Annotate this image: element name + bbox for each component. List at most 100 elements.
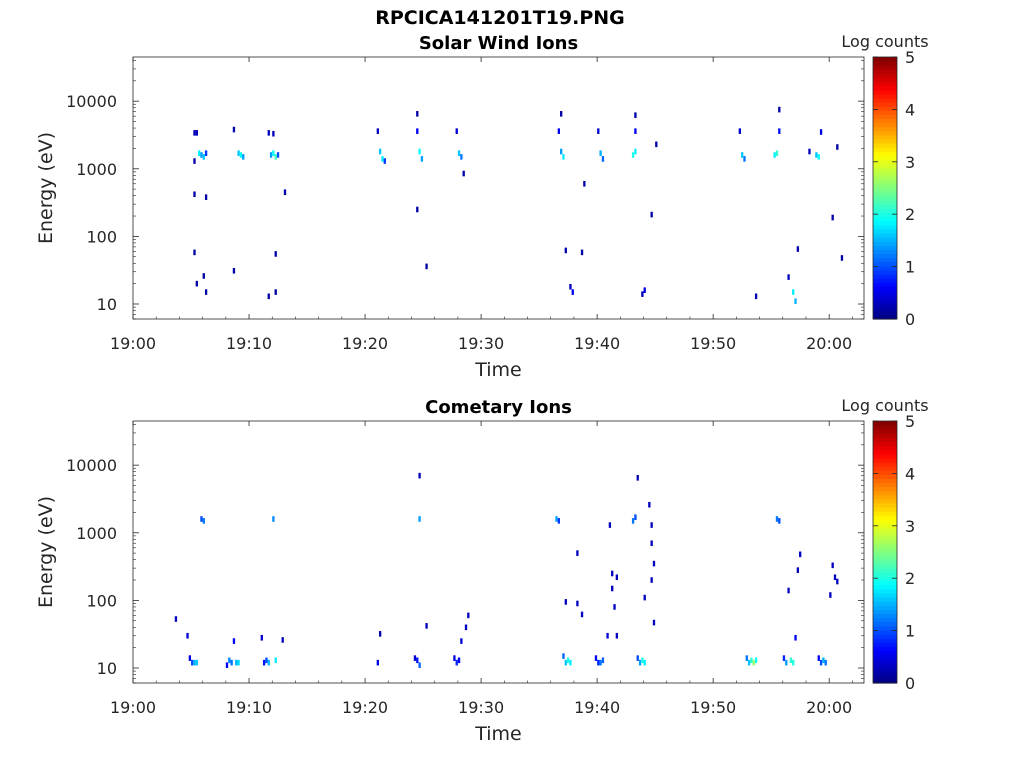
data-cell xyxy=(235,659,238,666)
data-cell xyxy=(817,154,820,160)
colorbar-tick-label: 1 xyxy=(905,258,915,277)
data-cell xyxy=(239,152,243,158)
data-cell xyxy=(378,148,382,155)
data-cell xyxy=(778,518,781,524)
data-cell xyxy=(562,653,565,659)
data-cell xyxy=(652,619,656,626)
colorbar-frame xyxy=(872,56,898,320)
data-cell xyxy=(418,472,421,479)
data-cell xyxy=(778,128,781,134)
data-cell xyxy=(831,214,834,221)
data-cell xyxy=(601,156,605,162)
data-cell xyxy=(193,158,196,164)
colorbar-swatch xyxy=(873,302,897,308)
colorbar-swatch xyxy=(873,228,897,234)
colorbar-tick-label: 4 xyxy=(905,100,915,119)
colorbar-swatch xyxy=(873,294,897,300)
y-tick-label: 10 xyxy=(97,295,117,314)
data-cell xyxy=(416,206,419,213)
x-axis-label: Time xyxy=(474,359,522,381)
colorbar-swatch xyxy=(873,535,897,541)
colorbar-swatch xyxy=(873,179,897,185)
chart-panel-2: 19:00 19:10 19:20 19:30 19:40 19:50 20:0010100… xyxy=(35,396,929,745)
data-cell xyxy=(188,655,192,661)
colorbar-swatch xyxy=(873,249,897,255)
colorbar-swatch xyxy=(873,106,897,111)
data-cell xyxy=(576,550,579,556)
colorbar-swatch xyxy=(873,437,897,443)
colorbar-swatch xyxy=(873,65,897,70)
colorbar-swatch xyxy=(873,257,897,263)
data-cell xyxy=(204,194,208,200)
data-cell xyxy=(636,475,639,481)
data-cell xyxy=(202,518,205,524)
colorbar-tick-label: 3 xyxy=(905,153,915,172)
data-cell xyxy=(611,585,614,592)
data-cell xyxy=(631,518,635,524)
data-cell xyxy=(381,156,384,162)
plot-area xyxy=(132,56,865,320)
x-tick-label: 19:00 xyxy=(110,334,156,353)
data-cell xyxy=(808,148,811,155)
x-tick-label: 19:50 xyxy=(690,334,736,353)
y-tick-label: 10 xyxy=(97,659,117,678)
data-cell xyxy=(269,152,273,158)
data-cell xyxy=(819,129,823,135)
data-cell xyxy=(267,659,270,666)
colorbar-swatch xyxy=(873,265,897,271)
colorbar-swatch xyxy=(873,245,897,250)
data-cell xyxy=(376,659,379,666)
colorbar-swatch xyxy=(873,429,897,434)
colorbar-swatch xyxy=(873,441,897,447)
colorbar-swatch xyxy=(873,564,897,569)
data-cell xyxy=(599,150,602,156)
colorbar-swatch xyxy=(873,474,897,479)
colorbar-swatch xyxy=(873,527,897,533)
panel-title: Solar Wind Ions xyxy=(419,33,578,54)
data-cell xyxy=(274,289,277,295)
colorbar-swatch xyxy=(873,658,897,664)
data-cell xyxy=(597,659,600,666)
data-cell xyxy=(200,516,203,522)
data-cell xyxy=(775,150,779,156)
data-cell xyxy=(819,659,823,666)
colorbar-swatch xyxy=(873,314,897,320)
colorbar-swatch xyxy=(873,650,897,655)
colorbar-swatch xyxy=(873,506,897,512)
data-cell xyxy=(569,283,572,290)
data-cell xyxy=(460,638,463,644)
data-cell xyxy=(455,128,458,134)
data-cell xyxy=(611,570,614,577)
colorbar-swatch xyxy=(873,57,897,62)
data-cell xyxy=(467,612,470,619)
colorbar-tick-label: 5 xyxy=(905,48,915,67)
data-cell xyxy=(569,659,572,666)
data-cell xyxy=(615,632,619,639)
colorbar-swatch xyxy=(873,633,897,639)
plot-area xyxy=(132,420,865,684)
data-cell xyxy=(650,522,653,528)
data-cell xyxy=(606,632,609,639)
colorbar-swatch xyxy=(873,461,897,467)
colorbar-swatch xyxy=(873,498,897,504)
data-cell xyxy=(652,560,656,567)
colorbar-swatch xyxy=(873,110,897,115)
colorbar-swatch xyxy=(873,204,897,210)
data-cell xyxy=(634,148,637,155)
data-cell xyxy=(191,659,194,666)
colorbar-swatch xyxy=(873,470,897,475)
colorbar-swatch xyxy=(873,502,897,508)
x-tick-label: 19:30 xyxy=(458,334,504,353)
colorbar-swatch xyxy=(873,298,897,304)
data-cell xyxy=(773,152,776,158)
colorbar-tick-label: 3 xyxy=(905,517,915,536)
data-cell xyxy=(225,662,229,668)
data-cell xyxy=(242,154,245,160)
colorbar-swatch xyxy=(873,543,897,549)
colorbar-swatch xyxy=(873,560,897,565)
x-tick-label: 19:20 xyxy=(342,334,388,353)
colorbar-swatch xyxy=(873,69,897,74)
